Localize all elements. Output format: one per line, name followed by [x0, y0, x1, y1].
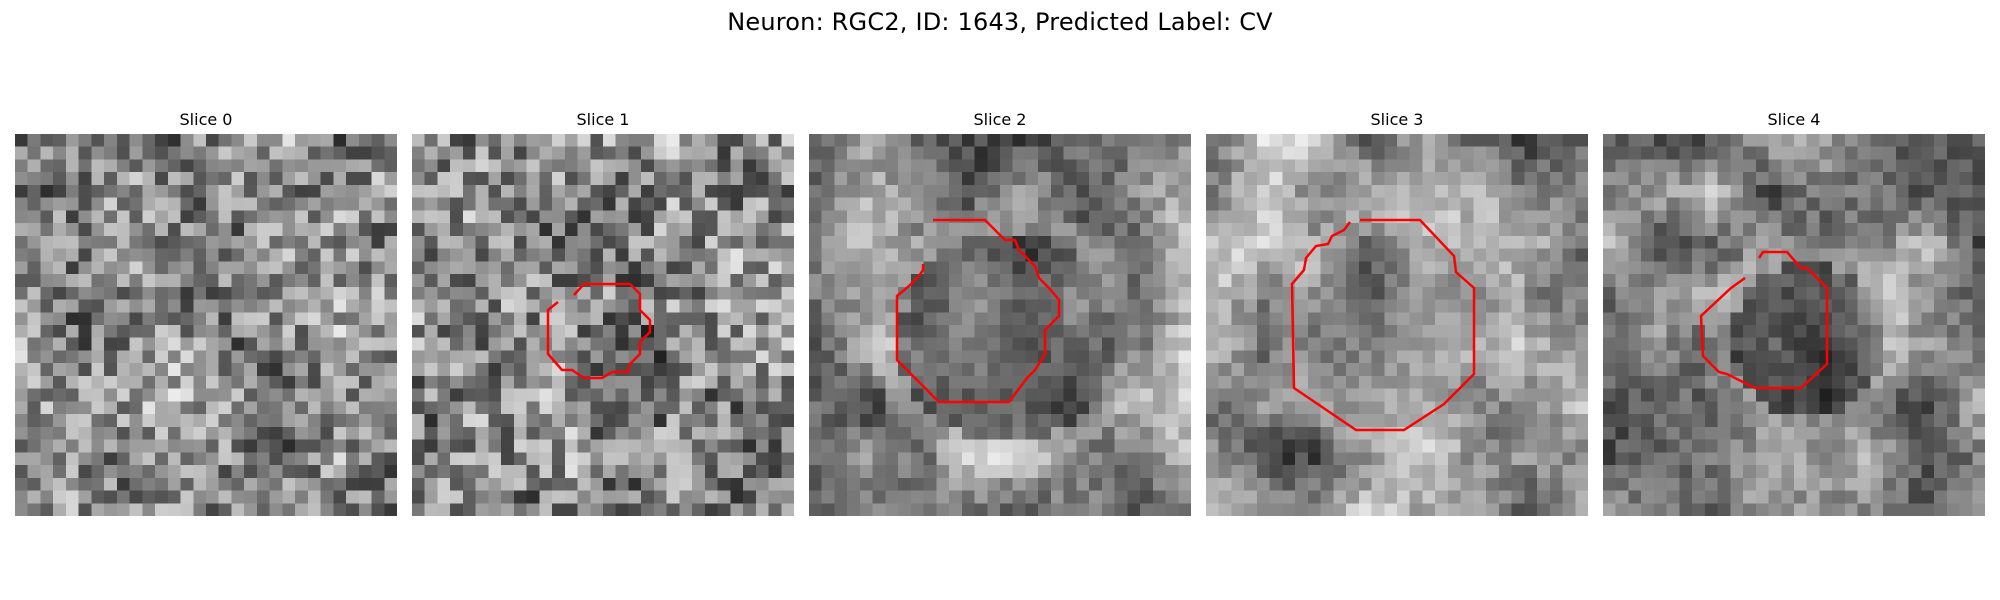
- slice-title: Slice 0: [179, 110, 233, 129]
- neuron-contour: [1699, 250, 1829, 390]
- slice-title: Slice 3: [1370, 110, 1424, 129]
- slice-title: Slice 2: [973, 110, 1027, 129]
- grayscale-slice-image: [412, 134, 794, 516]
- neuron-contour: [1290, 218, 1476, 432]
- slice-panel-0: Slice 0: [15, 108, 397, 516]
- contour-overlay: [895, 218, 1061, 404]
- contour-overlay: [1290, 218, 1476, 432]
- slice-title: Slice 4: [1767, 110, 1821, 129]
- slice-panel-1: Slice 1: [412, 108, 794, 516]
- contour-overlay: [546, 282, 652, 380]
- slice-image: [15, 134, 397, 516]
- grayscale-slice-image: [1603, 134, 1985, 516]
- figure-title: Neuron: RGC2, ID: 1643, Predicted Label:…: [727, 8, 1273, 36]
- slice-image: [1603, 134, 1985, 516]
- neuron-contour: [546, 282, 652, 380]
- grayscale-slice-image: [1206, 134, 1588, 516]
- slice-image: [412, 134, 794, 516]
- slice-image: [809, 134, 1191, 516]
- slice-image: [1206, 134, 1588, 516]
- grayscale-slice-image: [809, 134, 1191, 516]
- contour-overlay: [1699, 250, 1829, 390]
- grayscale-slice-image: [15, 134, 397, 516]
- slice-title: Slice 1: [576, 110, 630, 129]
- slice-panel-2: Slice 2: [809, 108, 1191, 516]
- slice-panel-4: Slice 4: [1603, 108, 1985, 516]
- neuron-contour: [895, 218, 1061, 404]
- slice-panel-3: Slice 3: [1206, 108, 1588, 516]
